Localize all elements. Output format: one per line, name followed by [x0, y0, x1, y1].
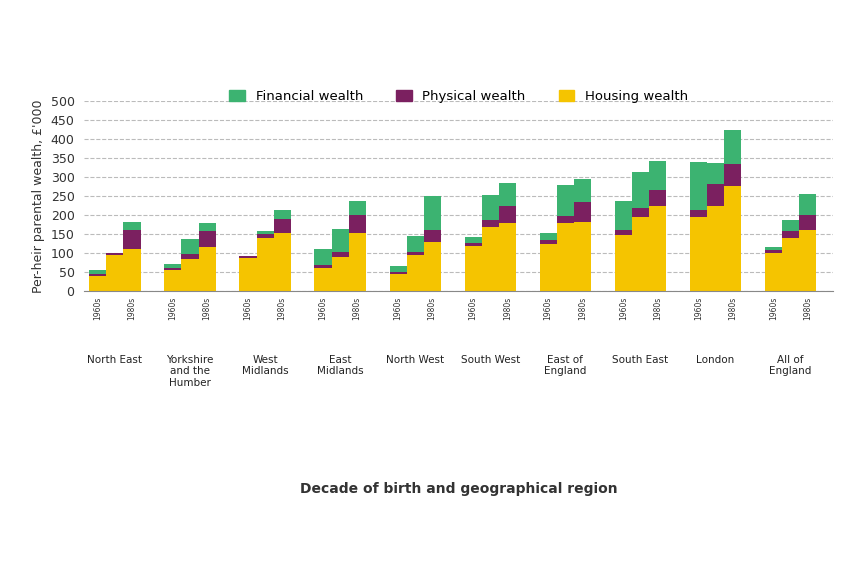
- Bar: [124, 231, 141, 249]
- Bar: [499, 183, 516, 206]
- Bar: [198, 223, 215, 231]
- Bar: [499, 223, 516, 291]
- Legend: Financial wealth, Physical wealth, Housing wealth: Financial wealth, Physical wealth, Housi…: [224, 85, 694, 108]
- Bar: [165, 264, 181, 269]
- Y-axis label: Per-heir parental wealth, £'000: Per-heir parental wealth, £'000: [32, 99, 45, 293]
- Bar: [689, 162, 706, 210]
- Bar: [482, 195, 499, 220]
- Bar: [465, 247, 482, 291]
- Bar: [349, 201, 365, 215]
- Bar: [406, 252, 424, 255]
- Bar: [782, 220, 799, 231]
- Bar: [765, 253, 782, 291]
- Bar: [799, 231, 816, 291]
- Bar: [499, 206, 516, 223]
- Bar: [406, 255, 424, 291]
- Bar: [465, 243, 482, 247]
- Bar: [315, 249, 332, 265]
- Bar: [765, 250, 782, 253]
- Bar: [632, 208, 649, 217]
- Bar: [315, 268, 332, 291]
- Bar: [706, 184, 724, 206]
- Bar: [349, 233, 365, 291]
- Bar: [574, 222, 591, 291]
- Bar: [782, 238, 799, 291]
- Bar: [782, 231, 799, 238]
- Bar: [482, 227, 499, 291]
- Bar: [539, 233, 556, 240]
- Bar: [181, 254, 198, 259]
- X-axis label: Decade of birth and geographical region: Decade of birth and geographical region: [300, 482, 617, 496]
- Bar: [406, 236, 424, 252]
- Bar: [315, 265, 332, 268]
- Bar: [256, 234, 274, 238]
- Bar: [181, 259, 198, 291]
- Bar: [389, 274, 406, 291]
- Bar: [239, 258, 256, 291]
- Bar: [389, 266, 406, 272]
- Bar: [556, 185, 574, 216]
- Bar: [706, 163, 724, 184]
- Bar: [706, 206, 724, 291]
- Bar: [274, 211, 291, 219]
- Bar: [106, 255, 124, 291]
- Bar: [649, 206, 666, 291]
- Bar: [799, 194, 816, 215]
- Bar: [482, 220, 499, 227]
- Bar: [89, 274, 106, 276]
- Bar: [124, 249, 141, 291]
- Bar: [615, 229, 632, 235]
- Bar: [556, 216, 574, 223]
- Bar: [332, 252, 349, 257]
- Bar: [615, 235, 632, 291]
- Bar: [689, 210, 706, 217]
- Bar: [89, 270, 106, 274]
- Bar: [724, 164, 741, 186]
- Bar: [615, 201, 632, 229]
- Bar: [274, 219, 291, 233]
- Bar: [574, 202, 591, 222]
- Bar: [239, 256, 256, 258]
- Bar: [632, 172, 649, 208]
- Bar: [649, 161, 666, 190]
- Bar: [556, 223, 574, 291]
- Bar: [539, 244, 556, 291]
- Bar: [539, 240, 556, 244]
- Bar: [106, 253, 124, 255]
- Bar: [256, 232, 274, 234]
- Bar: [424, 242, 441, 291]
- Bar: [574, 179, 591, 202]
- Bar: [724, 186, 741, 291]
- Bar: [198, 231, 215, 248]
- Bar: [765, 247, 782, 250]
- Bar: [124, 222, 141, 231]
- Bar: [424, 229, 441, 242]
- Bar: [389, 272, 406, 274]
- Bar: [274, 233, 291, 291]
- Bar: [689, 217, 706, 291]
- Bar: [332, 257, 349, 291]
- Bar: [649, 190, 666, 206]
- Bar: [332, 229, 349, 252]
- Bar: [799, 215, 816, 231]
- Bar: [465, 237, 482, 243]
- Bar: [424, 197, 441, 229]
- Bar: [349, 215, 365, 233]
- Bar: [181, 239, 198, 254]
- Bar: [198, 248, 215, 291]
- Bar: [724, 130, 741, 164]
- Bar: [632, 217, 649, 291]
- Bar: [165, 270, 181, 291]
- Bar: [89, 276, 106, 291]
- Bar: [165, 269, 181, 270]
- Bar: [256, 238, 274, 291]
